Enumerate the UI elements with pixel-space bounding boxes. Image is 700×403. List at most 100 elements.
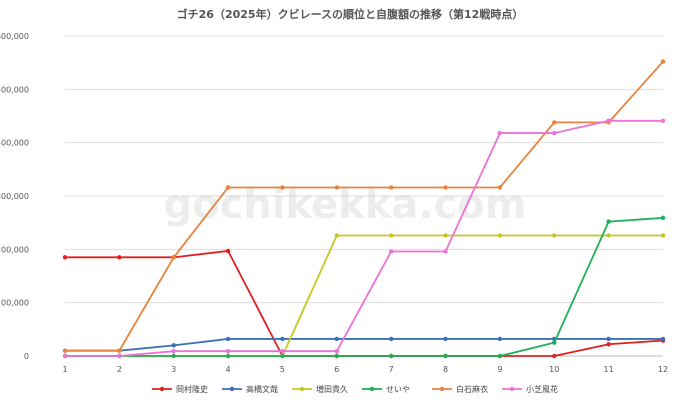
data-point (280, 336, 285, 342)
data-point (497, 185, 503, 190)
legend-label: 岡村隆史 (176, 384, 208, 394)
data-point (552, 120, 557, 125)
data-point (171, 353, 176, 359)
legend-item: 小芝風花 (502, 384, 558, 394)
data-point (225, 185, 231, 190)
x-tick-label: 10 (549, 365, 559, 374)
chart-title: ゴチ26（2025年）クビレースの順位と自腹額の推移（第12戦時点） (177, 7, 524, 21)
x-tick-label: 5 (280, 365, 285, 374)
grid-layer (65, 35, 663, 357)
legend-marker (159, 386, 165, 392)
data-point (606, 342, 611, 347)
legend-marker (299, 386, 305, 392)
data-point (280, 185, 285, 190)
legend-label: 小芝風花 (526, 384, 558, 394)
data-point (497, 353, 503, 359)
data-point (443, 353, 448, 359)
x-tick-label: 3 (171, 365, 176, 374)
series-line (65, 250, 664, 357)
y-tick-label: 100,000 (0, 299, 29, 308)
legend-label: せいや (386, 385, 410, 394)
data-point (660, 336, 666, 342)
data-point (334, 185, 340, 190)
data-point (443, 336, 448, 342)
data-point (225, 248, 231, 254)
data-point (443, 233, 448, 238)
legend-marker (509, 386, 515, 392)
series-6 (62, 118, 666, 359)
data-point (388, 185, 394, 190)
data-point (497, 233, 503, 238)
series-line (65, 119, 663, 357)
x-tick-label: 8 (443, 365, 448, 374)
legend-marker (439, 386, 445, 392)
data-point (171, 255, 176, 260)
series-1 (62, 248, 666, 359)
series-line (65, 61, 664, 352)
data-point (660, 215, 666, 221)
x-tick-label: 11 (604, 365, 614, 374)
x-tick-label: 7 (389, 365, 394, 374)
series-layer (62, 59, 666, 359)
data-point (552, 233, 557, 238)
data-point (334, 233, 340, 238)
data-point (660, 59, 666, 64)
x-tick-label: 1 (62, 365, 67, 374)
legend-item: 増田貴久 (292, 384, 348, 394)
y-tick-label: 200,000 (0, 245, 29, 254)
data-point (497, 130, 503, 136)
data-point (606, 219, 611, 224)
legend-label: 高橋文哉 (246, 384, 278, 394)
legend: 岡村隆史 高橋文哉 増田貴久 せいや 白石麻衣 小芝風花 (152, 384, 558, 394)
data-point (443, 249, 448, 254)
data-point (388, 233, 394, 238)
data-point (334, 353, 340, 359)
data-point (606, 118, 611, 124)
legend-item: 高橋文哉 (222, 384, 278, 394)
data-point (62, 255, 68, 260)
data-point (388, 249, 394, 254)
data-point (62, 353, 68, 359)
data-point (606, 233, 611, 238)
y-tick-label: 400,000 (0, 139, 29, 148)
axis-layer: 0 100,000 200,000 300,000 400,000 500,000 600,… (0, 32, 668, 374)
data-point (388, 353, 394, 359)
data-point (552, 130, 557, 136)
x-tick-label: 2 (117, 365, 122, 374)
x-tick-label: 9 (497, 365, 502, 374)
series-line (65, 216, 664, 357)
series-line (65, 338, 663, 352)
y-tick-label: 300,000 (0, 192, 29, 201)
data-point (606, 336, 611, 342)
data-point (225, 349, 231, 354)
series-line (65, 234, 663, 357)
data-point (388, 336, 394, 342)
data-point (171, 349, 176, 354)
legend-item: 白石麻衣 (432, 384, 488, 394)
x-tick-label: 12 (658, 365, 668, 374)
data-point (225, 353, 231, 359)
data-point (497, 336, 503, 342)
legend-label: 増田貴久 (316, 384, 348, 394)
data-point (280, 349, 285, 354)
data-point (117, 353, 122, 359)
data-point (62, 348, 68, 353)
data-point (660, 233, 666, 238)
y-tick-label: 0 (24, 352, 29, 361)
data-point (552, 340, 557, 345)
legend-marker (369, 386, 375, 392)
legend-item: 岡村隆史 (152, 384, 208, 394)
x-tick-label: 4 (226, 365, 231, 374)
data-point (225, 336, 231, 342)
data-point (443, 185, 448, 190)
legend-label: 白石麻衣 (456, 384, 488, 394)
data-point (334, 336, 340, 342)
legend-marker (229, 386, 235, 392)
data-point (334, 349, 340, 354)
series-2 (62, 336, 666, 353)
legend-item: せいや (362, 385, 410, 394)
data-point (171, 343, 176, 348)
data-point (117, 255, 122, 260)
data-point (117, 348, 122, 353)
